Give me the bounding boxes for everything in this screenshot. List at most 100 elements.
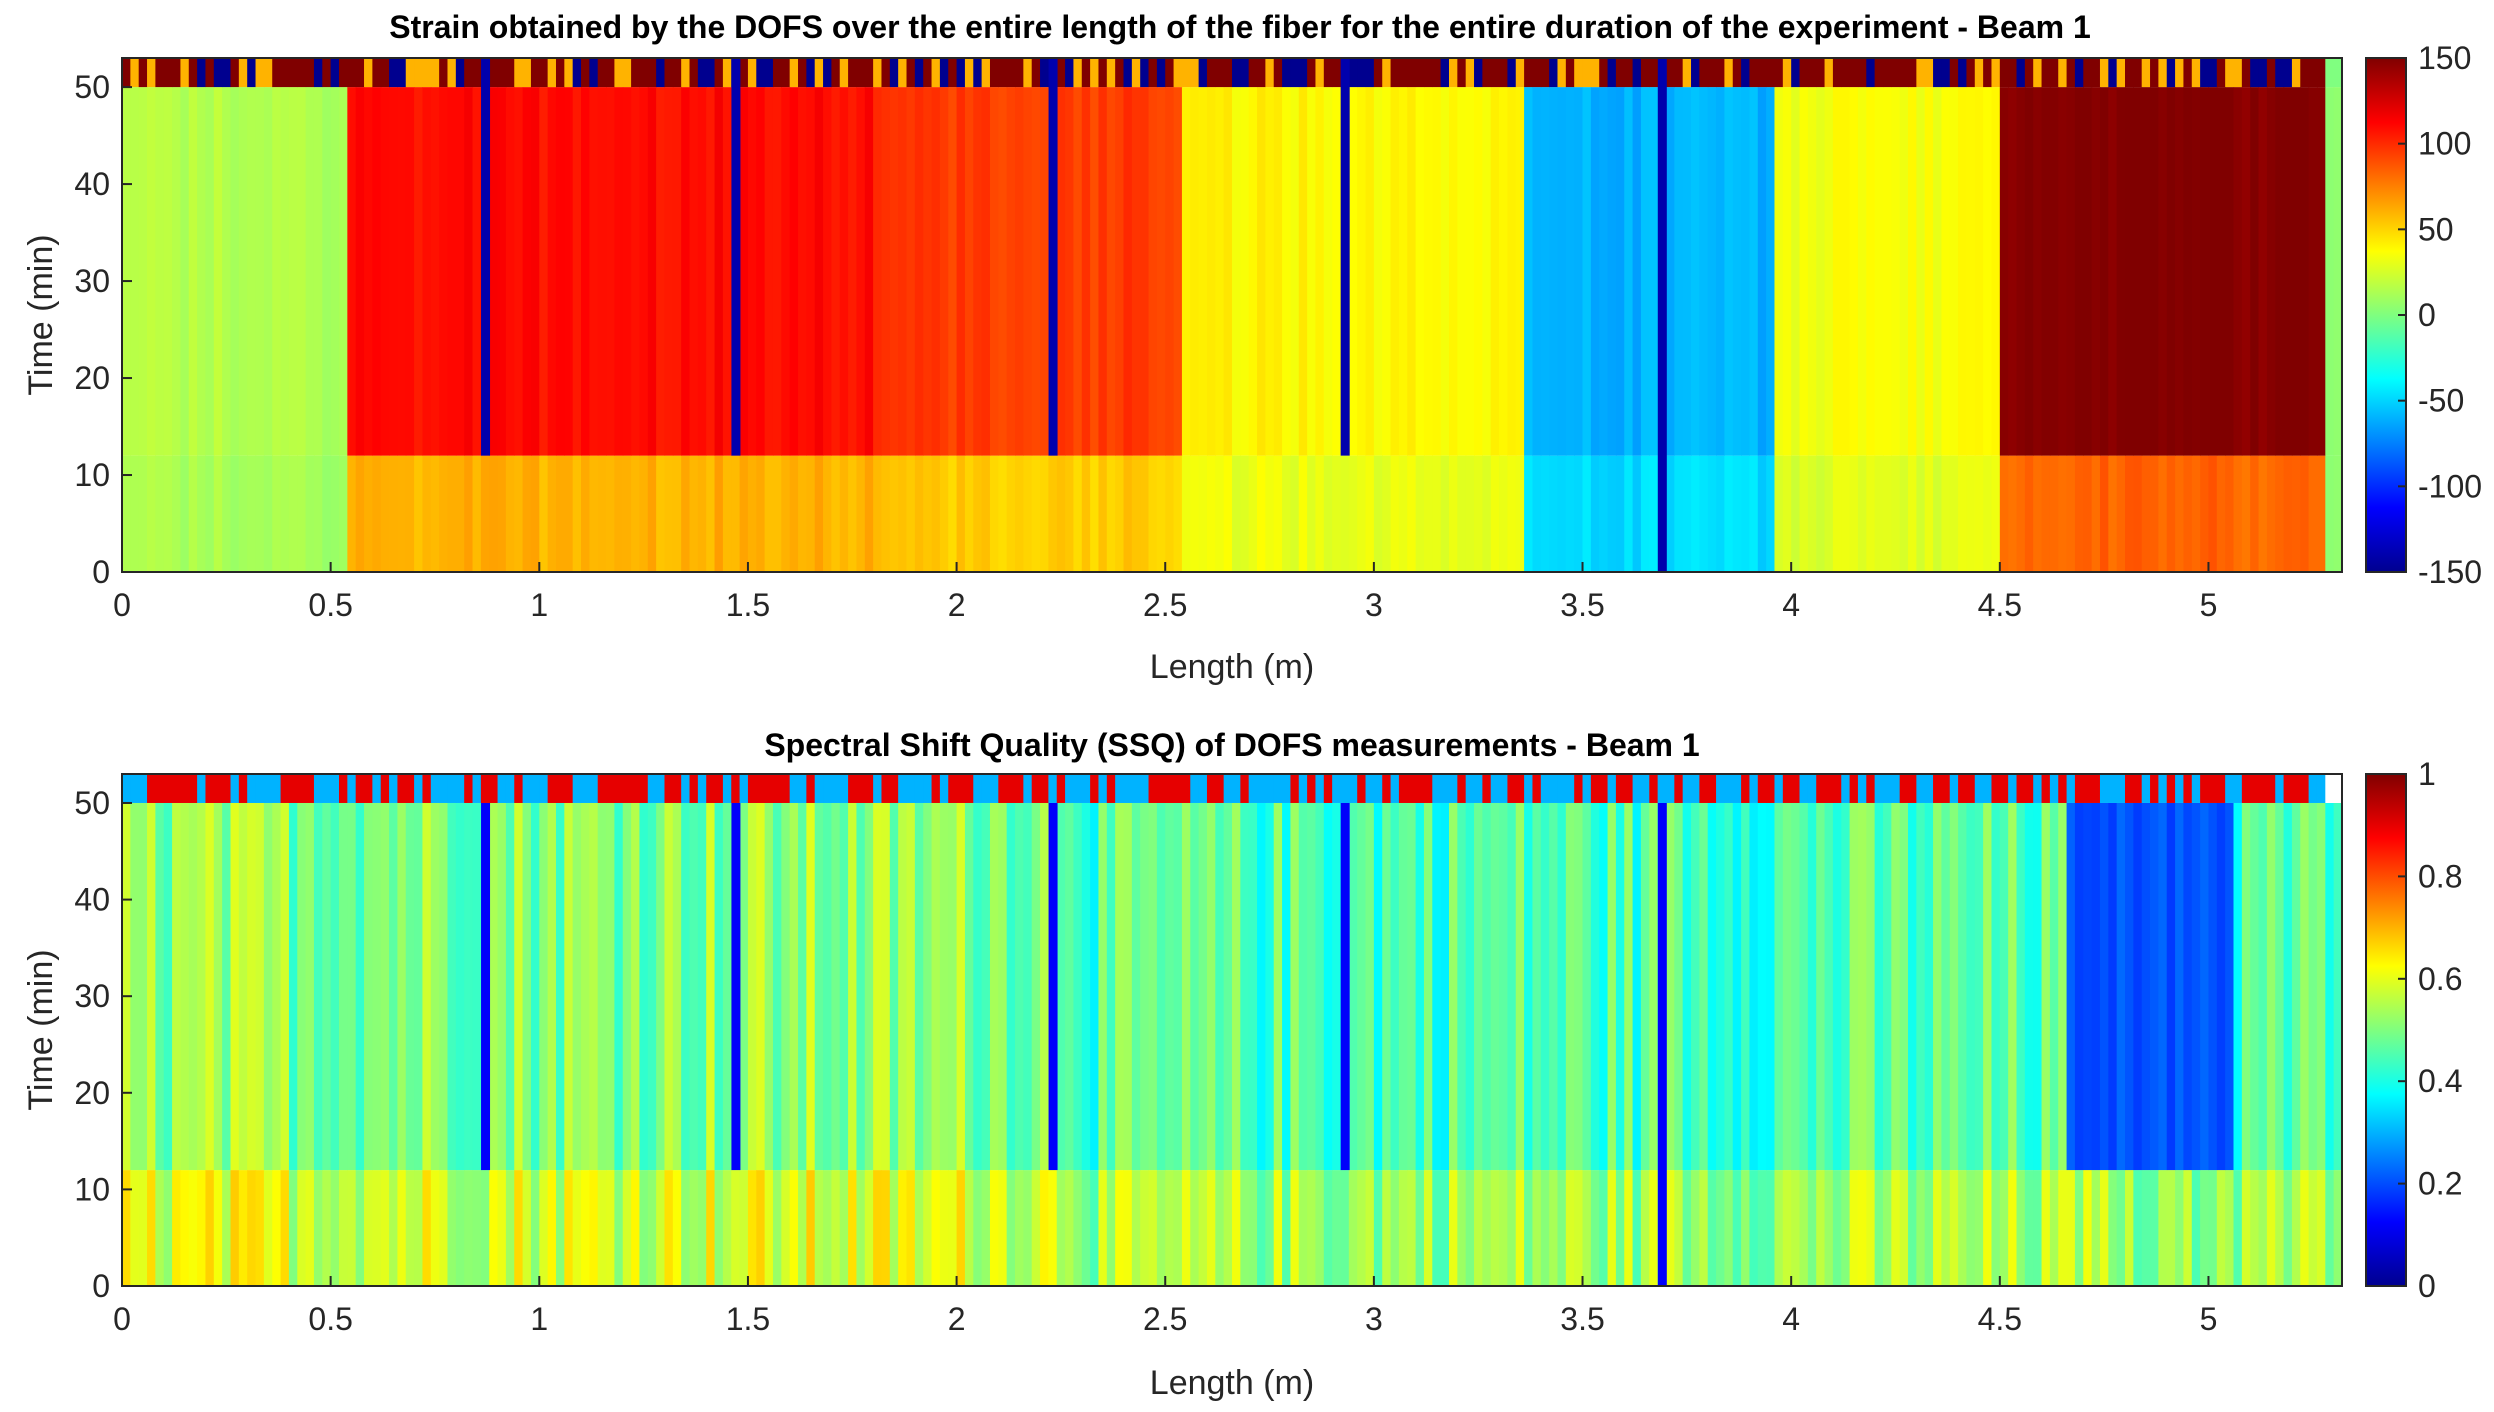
strain-cell <box>213 455 223 572</box>
strain-colorbar-tick-label: -100 <box>2418 468 2482 504</box>
ssq-cell <box>1624 774 1634 803</box>
strain-cell <box>1448 58 1458 88</box>
ssq-cell <box>881 774 891 803</box>
ssq-cell <box>1607 1170 1617 1286</box>
ssq-cell <box>439 1170 449 1286</box>
ssq-cell <box>230 802 240 1171</box>
strain-cell <box>1958 87 1968 456</box>
ssq-cell <box>455 1170 465 1286</box>
ssq-cell <box>1440 802 1450 1171</box>
ssq-cell <box>230 1170 240 1286</box>
strain-cell <box>2233 58 2243 88</box>
ssq-cell <box>1724 1170 1734 1286</box>
strain-cell <box>489 58 499 88</box>
ssq-cell <box>2300 802 2310 1171</box>
strain-cell <box>497 58 507 88</box>
strain-cell <box>731 455 741 572</box>
strain-cell <box>2175 87 2185 456</box>
ssq-cell <box>1791 1170 1801 1286</box>
strain-cell <box>1807 87 1817 456</box>
ssq-cell <box>2166 802 2176 1171</box>
ssq-cell <box>1949 802 1959 1171</box>
ssq-cell <box>889 774 899 803</box>
ssq-cell <box>188 802 198 1171</box>
strain-cell <box>2300 455 2310 572</box>
strain-cell <box>989 58 999 88</box>
ssq-cell <box>1398 1170 1408 1286</box>
ssq-cell <box>180 1170 190 1286</box>
strain-cell <box>2091 87 2101 456</box>
ssq-cell <box>1966 802 1976 1171</box>
strain-cell <box>364 87 373 456</box>
strain-cell <box>305 58 315 88</box>
ssq-cell <box>948 802 958 1171</box>
strain-cell <box>706 455 716 572</box>
strain-cell <box>1841 87 1851 456</box>
ssq-cell <box>405 802 415 1171</box>
strain-cell <box>539 87 549 456</box>
ssq-cell <box>923 774 933 803</box>
strain-cell <box>197 87 207 456</box>
ssq-cell <box>1624 802 1634 1171</box>
ssq-cell <box>781 774 791 803</box>
strain-cell <box>1474 58 1483 88</box>
strain-cell <box>2108 87 2118 456</box>
strain-cell <box>1824 87 1834 456</box>
ssq-cell <box>1816 1170 1826 1286</box>
strain-cell <box>2200 455 2210 572</box>
strain-cell <box>2316 87 2326 456</box>
ssq-cell <box>505 774 515 803</box>
ssq-cell <box>305 774 315 803</box>
ssq-cell <box>1741 774 1751 803</box>
strain-cell <box>1599 87 1609 456</box>
strain-cell <box>1373 455 1383 572</box>
ssq-cell <box>1190 1170 1200 1286</box>
strain-cell <box>2133 455 2143 572</box>
ssq-cell <box>2141 802 2151 1171</box>
strain-cell <box>213 87 223 456</box>
ssq-cell <box>1749 774 1759 803</box>
ssq-cell <box>1941 802 1951 1171</box>
ssq-cell <box>622 802 632 1171</box>
ssq-cell <box>948 1170 958 1286</box>
strain-cell <box>906 58 916 88</box>
ssq-cell <box>155 1170 165 1286</box>
strain-cell <box>1290 87 1300 456</box>
ssq-cell <box>956 802 966 1171</box>
ssq-cell <box>2066 802 2076 1171</box>
ssq-cell <box>1457 1170 1467 1286</box>
strain-cell <box>1407 87 1417 456</box>
ssq-cell <box>914 802 924 1171</box>
strain-cell <box>1557 455 1567 572</box>
ssq-cell <box>172 1170 182 1286</box>
strain-cell <box>172 58 182 88</box>
ssq-cell <box>1916 802 1926 1171</box>
ssq-cell <box>2258 1170 2268 1286</box>
strain-cell <box>2133 87 2143 456</box>
strain-cell <box>614 58 624 88</box>
ssq-cell <box>1457 774 1467 803</box>
strain-cell <box>1190 58 1200 88</box>
strain-cell <box>1065 455 1075 572</box>
strain-cell <box>2108 58 2118 88</box>
strain-cell <box>781 87 791 456</box>
strain-cell <box>1198 58 1208 88</box>
strain-cell <box>2116 87 2126 456</box>
ssq-cell <box>1991 1170 2001 1286</box>
ssq-cell <box>789 1170 799 1286</box>
ssq-cell <box>647 1170 657 1286</box>
strain-cell <box>539 455 549 572</box>
ssq-cell <box>364 802 373 1171</box>
ssq-cell <box>1691 802 1700 1171</box>
strain-cell <box>1223 455 1233 572</box>
strain-cell <box>2158 87 2168 456</box>
strain-cell <box>1156 58 1166 88</box>
strain-cell <box>964 455 974 572</box>
strain-cell <box>355 87 365 456</box>
ssq-cell <box>2266 1170 2276 1286</box>
ssq-cell <box>1716 802 1726 1171</box>
strain-cell <box>639 58 649 88</box>
strain-cell <box>647 455 657 572</box>
strain-cell <box>2024 58 2034 88</box>
